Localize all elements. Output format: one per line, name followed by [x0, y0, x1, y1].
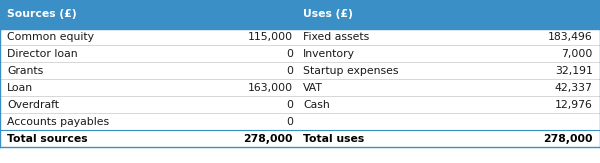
- Text: VAT: VAT: [303, 83, 323, 93]
- Text: 0: 0: [286, 117, 293, 127]
- Bar: [0, 62, 600, 79]
- Text: 12,976: 12,976: [555, 100, 593, 110]
- Text: 42,337: 42,337: [555, 83, 593, 93]
- Text: 278,000: 278,000: [544, 134, 593, 144]
- Bar: [0, 0, 600, 29]
- Text: Cash: Cash: [303, 100, 330, 110]
- Text: 7,000: 7,000: [562, 49, 593, 59]
- Text: Total sources: Total sources: [7, 134, 88, 144]
- Bar: [0, 29, 600, 45]
- Text: 0: 0: [286, 100, 293, 110]
- Text: Startup expenses: Startup expenses: [303, 66, 398, 76]
- Text: Accounts payables: Accounts payables: [7, 117, 109, 127]
- Text: 0: 0: [286, 66, 293, 76]
- Text: Uses (£): Uses (£): [303, 9, 353, 19]
- Text: 278,000: 278,000: [244, 134, 293, 144]
- Text: 163,000: 163,000: [248, 83, 293, 93]
- Text: Director loan: Director loan: [7, 49, 78, 59]
- Text: Overdraft: Overdraft: [7, 100, 59, 110]
- Text: Fixed assets: Fixed assets: [303, 32, 369, 42]
- Bar: [0, 79, 600, 96]
- Bar: [0, 113, 600, 130]
- Text: Total uses: Total uses: [303, 134, 364, 144]
- Text: Inventory: Inventory: [303, 49, 355, 59]
- Text: 115,000: 115,000: [248, 32, 293, 42]
- Text: Common equity: Common equity: [7, 32, 94, 42]
- Text: 32,191: 32,191: [555, 66, 593, 76]
- Bar: [0, 130, 600, 147]
- Text: 0: 0: [286, 49, 293, 59]
- Text: 183,496: 183,496: [548, 32, 593, 42]
- Text: Sources (£): Sources (£): [7, 9, 77, 19]
- Bar: [0, 45, 600, 62]
- Bar: [0, 96, 600, 113]
- Text: Grants: Grants: [7, 66, 43, 76]
- Text: Loan: Loan: [7, 83, 34, 93]
